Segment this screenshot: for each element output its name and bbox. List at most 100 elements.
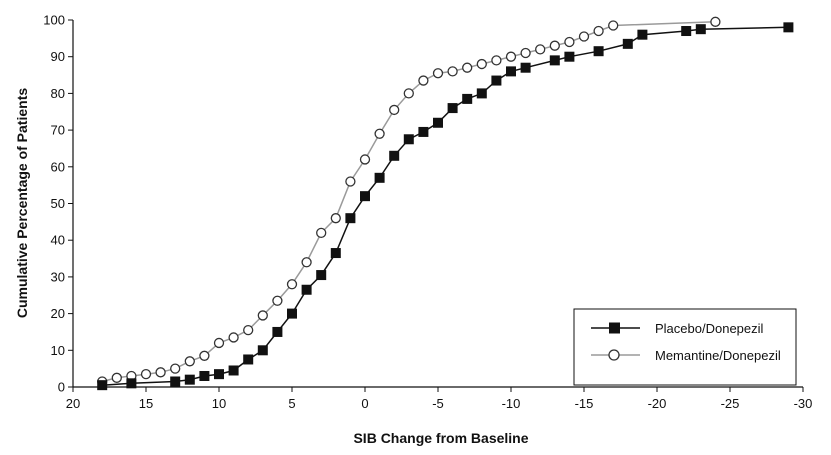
data-point-memantine — [170, 363, 181, 374]
data-point-memantine — [257, 310, 268, 321]
data-point-placebo — [243, 354, 254, 365]
data-point-memantine — [403, 88, 414, 99]
x-tick-label: 15 — [139, 396, 153, 411]
y-tick-label: 50 — [51, 196, 65, 211]
data-point-memantine — [316, 227, 327, 239]
legend-label-placebo: Placebo/Donepezil — [655, 321, 764, 336]
y-tick-label: 10 — [51, 343, 65, 358]
data-point-placebo — [228, 365, 239, 376]
data-point-placebo — [418, 126, 429, 137]
x-axis-ticks: 20 15 10 5 0 -5 -10 -15 -20 -25 -30 — [66, 387, 813, 411]
y-tick-label: 90 — [51, 49, 65, 64]
data-point-placebo — [184, 374, 195, 385]
data-point-memantine — [710, 16, 721, 27]
data-point-placebo — [301, 284, 312, 295]
data-point-memantine — [476, 58, 487, 70]
data-point-placebo — [783, 22, 794, 33]
data-point-placebo — [214, 369, 224, 380]
data-point-placebo — [637, 29, 648, 40]
y-axis-ticks: 0 10 20 30 40 50 60 70 80 90 100 — [43, 13, 73, 395]
data-point-placebo — [564, 51, 575, 62]
y-tick-label: 70 — [51, 123, 65, 138]
legend-label-memantine: Memantine/Donepezil — [655, 348, 781, 363]
data-point-placebo — [549, 55, 560, 66]
data-point-memantine — [301, 257, 312, 268]
y-tick-label: 40 — [51, 233, 65, 248]
data-point-memantine — [447, 66, 458, 77]
data-point-memantine — [199, 350, 210, 361]
data-point-placebo — [447, 103, 458, 114]
data-point-memantine — [243, 324, 254, 336]
data-point-placebo — [403, 134, 414, 145]
data-point-memantine — [272, 295, 283, 306]
data-point-placebo — [476, 88, 487, 99]
data-point-memantine — [549, 40, 560, 51]
data-point-memantine — [286, 279, 298, 290]
data-point-placebo — [316, 270, 327, 281]
data-point-memantine — [418, 75, 429, 86]
legend-marker-placebo — [609, 322, 620, 334]
data-point-placebo — [433, 117, 443, 128]
y-tick-label: 100 — [43, 13, 65, 28]
x-tick-label: -5 — [432, 396, 444, 411]
data-point-memantine — [213, 337, 225, 349]
data-point-placebo — [330, 248, 341, 259]
data-point-memantine — [593, 25, 604, 37]
data-point-placebo — [622, 38, 633, 49]
series-layer — [97, 16, 794, 391]
x-tick-label: -25 — [721, 396, 740, 411]
legend-marker-memantine — [608, 349, 620, 361]
y-tick-label: 80 — [51, 86, 65, 101]
y-tick-label: 20 — [51, 306, 65, 321]
data-point-placebo — [97, 380, 108, 391]
data-point-placebo — [374, 172, 385, 183]
data-point-placebo — [287, 308, 297, 319]
x-tick-label: -30 — [794, 396, 813, 411]
legend-box — [573, 308, 797, 386]
data-point-memantine — [184, 356, 195, 367]
data-point-placebo — [506, 66, 516, 77]
x-axis-title: SIB Change from Baseline — [353, 430, 528, 446]
data-point-placebo — [593, 46, 604, 57]
x-tick-label: 5 — [288, 396, 295, 411]
data-point-memantine — [462, 62, 473, 73]
x-tick-label: 20 — [66, 396, 80, 411]
x-tick-label: -15 — [575, 396, 594, 411]
data-point-placebo — [695, 24, 706, 35]
data-point-memantine — [140, 369, 152, 380]
x-tick-label: -20 — [648, 396, 667, 411]
data-point-memantine — [330, 213, 341, 224]
legend: Placebo/Donepezil Memantine/Donepezil — [573, 308, 797, 386]
data-point-memantine — [608, 20, 619, 31]
data-point-memantine — [564, 36, 575, 48]
data-point-memantine — [389, 104, 400, 116]
data-point-memantine — [578, 31, 590, 42]
data-point-placebo — [462, 93, 473, 104]
data-point-placebo — [345, 213, 356, 224]
data-point-memantine — [505, 51, 517, 62]
data-point-placebo — [389, 150, 400, 161]
data-point-placebo — [272, 326, 283, 337]
data-point-memantine — [345, 176, 356, 187]
data-point-memantine — [432, 68, 444, 79]
data-point-memantine — [359, 154, 371, 165]
data-point-placebo — [199, 370, 210, 381]
data-point-placebo — [257, 345, 268, 356]
data-point-placebo — [170, 376, 181, 387]
data-point-placebo — [681, 26, 692, 37]
data-point-memantine — [520, 47, 531, 59]
data-point-placebo — [360, 191, 370, 202]
data-point-memantine — [155, 367, 166, 378]
y-axis-title: Cumulative Percentage of Patients — [14, 88, 30, 319]
y-tick-label: 60 — [51, 159, 65, 174]
data-point-memantine — [228, 332, 239, 343]
data-point-placebo — [491, 75, 502, 86]
data-point-memantine — [111, 372, 122, 383]
y-tick-label: 0 — [58, 380, 65, 395]
y-tick-label: 30 — [51, 269, 65, 284]
data-point-placebo — [520, 62, 531, 73]
x-tick-label: -10 — [502, 396, 521, 411]
data-point-memantine — [535, 44, 546, 55]
data-point-memantine — [374, 128, 385, 139]
